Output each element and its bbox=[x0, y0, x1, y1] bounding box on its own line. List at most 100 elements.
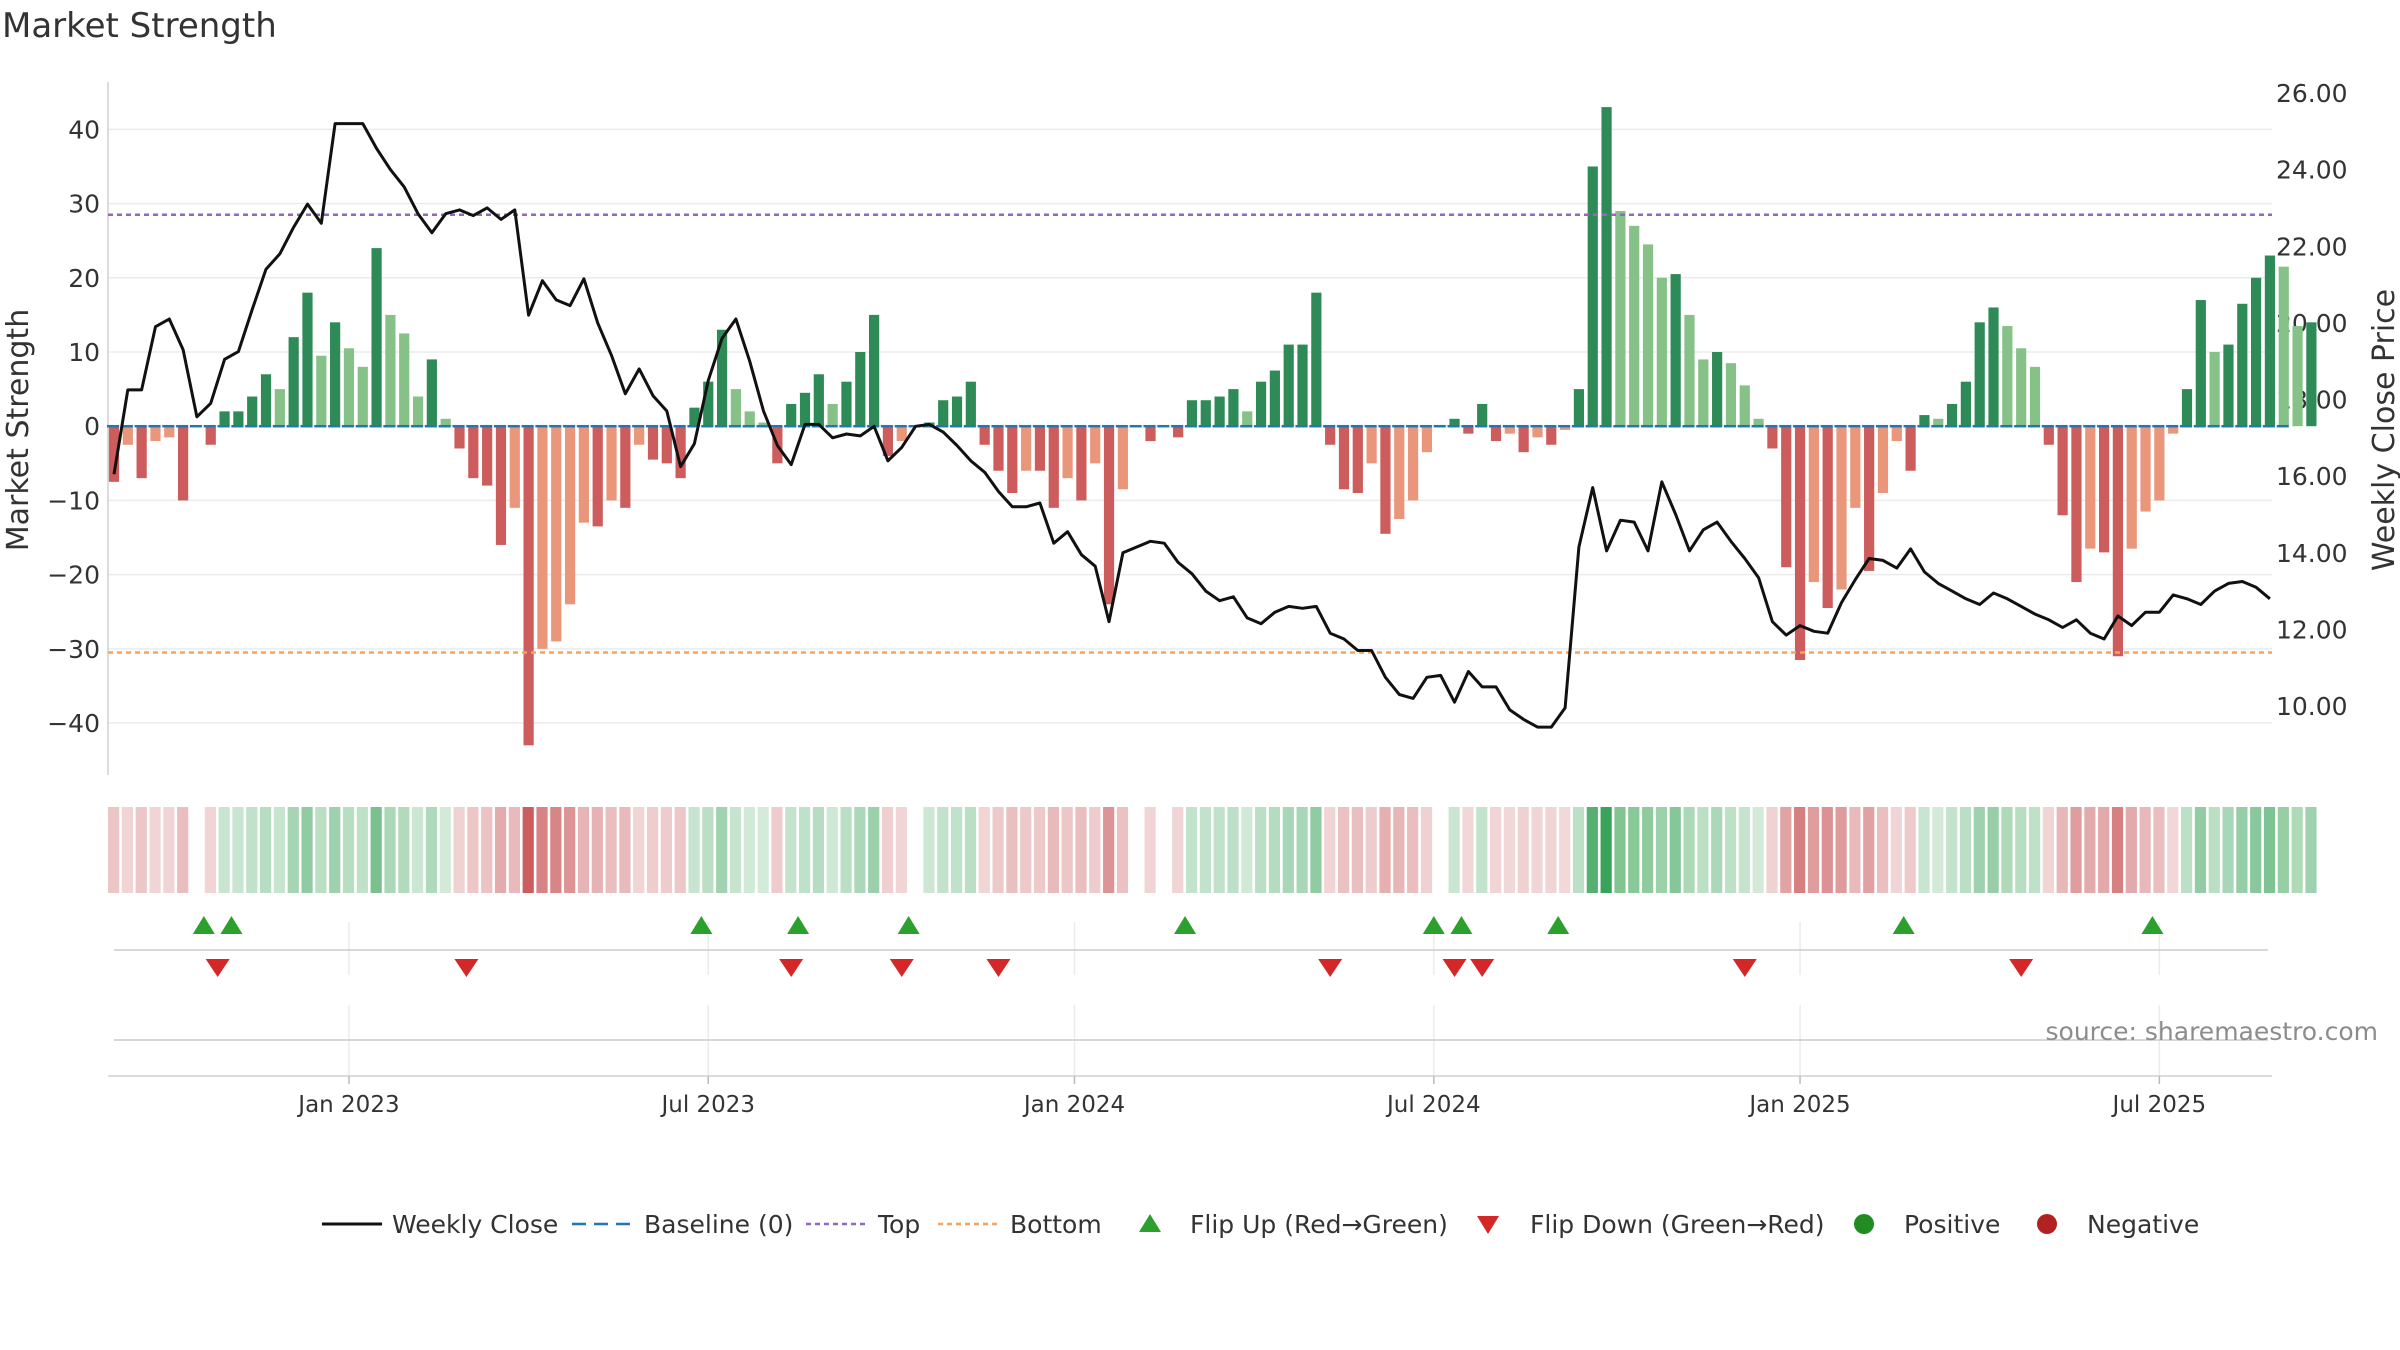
strength-bar bbox=[233, 411, 244, 427]
strength-bar bbox=[178, 426, 189, 501]
strength-bar bbox=[2251, 277, 2262, 427]
strength-bar bbox=[509, 426, 520, 508]
state-cell bbox=[1393, 807, 1405, 893]
strength-bar bbox=[1186, 400, 1198, 427]
left-tick-label: −10 bbox=[47, 486, 100, 515]
state-cell bbox=[1711, 807, 1723, 893]
strength-bar bbox=[1338, 426, 1350, 490]
strength-bar bbox=[2112, 426, 2123, 657]
state-cell bbox=[1642, 807, 1654, 893]
state-cell bbox=[881, 807, 894, 893]
legend-item: Top bbox=[806, 1210, 920, 1239]
state-cell bbox=[1559, 807, 1571, 893]
x-tick-labels: Jan 2023 Jul 2023 Jan 2024 Jul 2024 Jan 2025… bbox=[296, 1076, 2206, 1118]
state-cell bbox=[2042, 807, 2054, 893]
flip-up-marker bbox=[1547, 916, 1570, 934]
strength-bar bbox=[716, 329, 728, 427]
legend-symbol-triangle-down bbox=[1477, 1216, 1499, 1234]
strength-bar bbox=[343, 348, 355, 427]
strength-bar bbox=[2002, 326, 2013, 427]
flip-up-marker bbox=[1174, 916, 1197, 934]
strength-bar bbox=[1587, 166, 1598, 427]
strength-bar bbox=[661, 426, 672, 464]
state-cell bbox=[951, 807, 963, 893]
flip-up-marker bbox=[787, 916, 810, 934]
flip-down-marker bbox=[1732, 959, 1757, 977]
state-cell bbox=[2153, 807, 2165, 893]
strength-bar bbox=[1960, 381, 1971, 427]
strength-bar bbox=[122, 426, 133, 445]
strength-bar bbox=[799, 392, 811, 427]
state-cell bbox=[273, 807, 286, 893]
strength-bar bbox=[150, 426, 161, 442]
state-cell bbox=[2070, 807, 2082, 893]
strength-bar bbox=[1656, 277, 1667, 427]
state-cell bbox=[605, 807, 617, 893]
state-cell bbox=[177, 807, 189, 893]
state-cell bbox=[1310, 807, 1322, 893]
strength-bar bbox=[2043, 426, 2054, 445]
strength-bar bbox=[1504, 426, 1515, 434]
state-cell bbox=[978, 807, 990, 893]
left-axis-title: Market Strength bbox=[1, 309, 36, 551]
state-strip bbox=[108, 807, 2317, 893]
strength-bar bbox=[634, 426, 645, 445]
strength-bar bbox=[1642, 244, 1654, 427]
strength-bar bbox=[841, 381, 852, 427]
strength-bar bbox=[1698, 359, 1709, 427]
strength-bar bbox=[1905, 426, 1916, 471]
state-cell bbox=[342, 807, 355, 893]
strength-bar bbox=[2195, 300, 2206, 427]
state-cell bbox=[2139, 807, 2151, 893]
strength-bar bbox=[1781, 426, 1792, 568]
state-cell bbox=[2111, 807, 2124, 893]
state-cell bbox=[1365, 807, 1377, 893]
state-cell bbox=[577, 807, 590, 893]
state-cell bbox=[799, 807, 811, 893]
state-cell bbox=[260, 807, 272, 893]
flip-up-marker bbox=[220, 916, 243, 934]
left-tick-label: 10 bbox=[68, 338, 100, 367]
strength-bar bbox=[219, 411, 230, 427]
strength-bar bbox=[2264, 255, 2276, 427]
state-cell bbox=[2277, 807, 2289, 893]
strength-bar bbox=[1228, 389, 1239, 427]
strength-bar bbox=[1670, 274, 1681, 427]
state-cell bbox=[1379, 807, 1391, 893]
state-cell bbox=[2056, 807, 2068, 893]
legend-item: Flip Up (Red→Green) bbox=[1139, 1210, 1448, 1239]
strength-bar bbox=[855, 352, 866, 427]
strength-bar bbox=[412, 396, 424, 427]
strength-bar bbox=[1477, 403, 1488, 427]
state-cell bbox=[660, 807, 672, 893]
state-cell bbox=[108, 807, 120, 893]
state-cell bbox=[1490, 807, 1502, 893]
left-tick-label: −20 bbox=[47, 561, 100, 590]
strength-bar bbox=[938, 400, 949, 427]
legend-symbol-circle bbox=[1854, 1214, 1874, 1234]
state-cell bbox=[1241, 807, 1253, 893]
state-cell bbox=[2305, 807, 2317, 893]
state-cell bbox=[2015, 807, 2027, 893]
strength-bar bbox=[385, 314, 396, 427]
state-cell bbox=[619, 807, 631, 893]
strength-bar bbox=[1573, 389, 1585, 427]
strength-bar bbox=[1062, 426, 1073, 479]
state-cell bbox=[937, 807, 949, 893]
strength-bar bbox=[813, 374, 824, 427]
flip-down-marker bbox=[986, 959, 1011, 977]
strength-bar bbox=[537, 426, 548, 649]
strength-bar bbox=[2016, 348, 2027, 427]
right-tick-label: 16.00 bbox=[2276, 462, 2348, 491]
strength-bar bbox=[1850, 426, 1861, 508]
state-cell bbox=[1932, 807, 1944, 893]
x-tick-label: Jan 2024 bbox=[1022, 1092, 1125, 1118]
strength-bar bbox=[1173, 426, 1184, 438]
state-cell bbox=[1517, 807, 1529, 893]
state-cell bbox=[1103, 807, 1115, 893]
strength-bar bbox=[979, 426, 990, 445]
left-tick-label: 30 bbox=[68, 190, 100, 219]
right-tick-label: 22.00 bbox=[2276, 232, 2348, 261]
strength-bar bbox=[2126, 426, 2137, 549]
state-cell bbox=[370, 807, 382, 893]
